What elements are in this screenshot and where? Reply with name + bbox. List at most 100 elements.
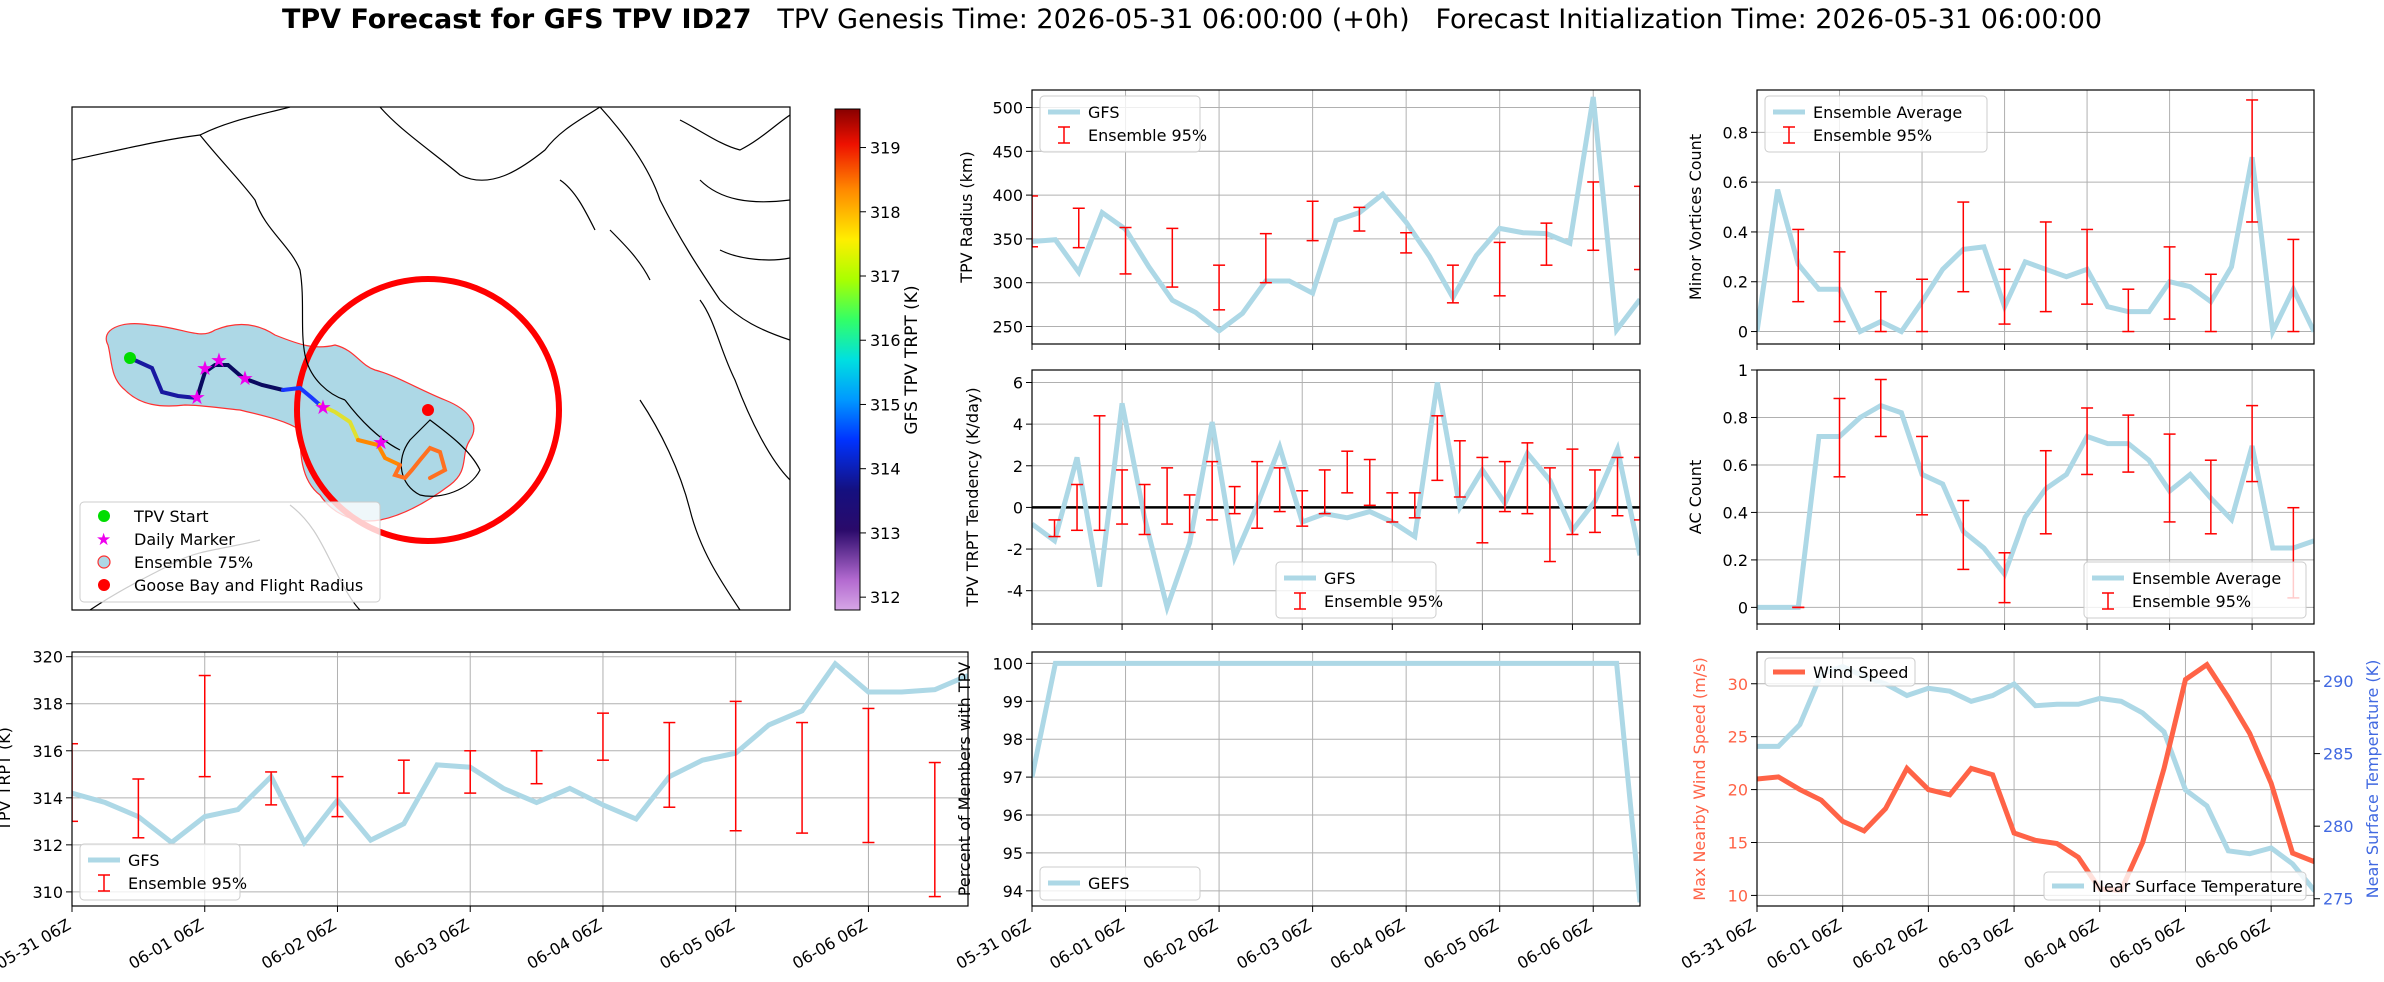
figure-title: TPV Forecast for GFS TPV ID27 TPV Genesi… (0, 4, 2384, 35)
axes-frame (1756, 89, 2315, 345)
error-bar (1048, 519, 1061, 538)
error-bar (1166, 227, 1179, 288)
x-tick-label: 05-31 06Z (1678, 915, 1759, 973)
colorbar-tick-label: 313 (870, 524, 901, 543)
y-tick-label: 318 (32, 695, 63, 714)
x-tick-label: 06-03 06Z (1935, 915, 2016, 973)
y-tick-label: 95 (1003, 844, 1023, 863)
error-bar (530, 750, 543, 785)
error-bar (2246, 99, 2259, 223)
error-bar (596, 712, 609, 761)
error-bar (2204, 273, 2217, 333)
axes-frame (1031, 89, 1641, 345)
error-bar (1213, 264, 1226, 311)
y-tick-label: 316 (32, 742, 63, 761)
error-bar (1493, 241, 1506, 297)
y-tick-label: 314 (32, 789, 63, 808)
x-tick-label: 06-04 06Z (2020, 915, 2101, 973)
error-bar (198, 674, 211, 778)
legend-label: Ensemble 95% (1088, 126, 1207, 145)
map-panel: ★ ★ ★ ★ ★ ★ TPV Start ★ Daily Marker Ens… (71, 106, 922, 611)
y-tick-label: 350 (992, 230, 1023, 249)
plot-content (1032, 382, 1640, 617)
error-bar (2122, 414, 2135, 473)
y-tick-label: 2 (1013, 457, 1023, 476)
legend-label: GFS (1324, 569, 1355, 588)
colorbar-tick-label: 315 (870, 395, 901, 414)
legend-start-label: TPV Start (133, 507, 209, 526)
error-bar (663, 721, 676, 808)
legend-label: Ensemble 95% (128, 874, 247, 893)
legend-box (2043, 871, 2307, 901)
y-tick-label: 500 (992, 99, 1023, 118)
daily-marker: ★ (196, 356, 214, 380)
error-bar (2163, 246, 2176, 320)
error-bar (2163, 433, 2176, 523)
legend-label: Ensemble Average (2132, 569, 2281, 588)
error-bar (729, 700, 742, 832)
error-bar (1587, 181, 1600, 252)
legend: GFS Ensemble 95% (1275, 561, 1443, 619)
legend-ensemble-icon (97, 555, 111, 569)
daily-marker: ★ (372, 430, 390, 454)
panel-radius: 250 300 350 400 450 500 GFS Ensemble 95% TPV Rad… (957, 89, 1641, 350)
error-bar (1431, 415, 1444, 482)
error-bar (1611, 456, 1624, 517)
colorbar-tick-label: 312 (870, 588, 901, 607)
colorbar-label: GFS TPV TRPT (K) (902, 285, 922, 434)
x-tick-label: 06-05 06Z (656, 915, 737, 973)
y-tick-label: 0.4 (1723, 223, 1748, 242)
error-bar (1634, 185, 1640, 271)
error-bar (2039, 221, 2052, 313)
error-bar (1386, 492, 1399, 523)
series-line (1032, 382, 1640, 617)
y-tick-label: 0 (1013, 498, 1023, 517)
y-tick-label: 15 (1728, 834, 1748, 853)
error-bar (1634, 456, 1640, 521)
error-bar (1228, 485, 1241, 515)
ensemble-75-swath (105, 323, 475, 522)
x-tick-label: 05-31 06Z (0, 915, 74, 973)
error-bar (1161, 467, 1174, 525)
y-tick-label: 94 (1003, 882, 1023, 901)
y-tick-label: 0.6 (1723, 456, 1748, 475)
y-tick-label: 0.8 (1723, 123, 1748, 142)
y-tick-label: 98 (1003, 730, 1023, 749)
y-axis-label: Percent of Members with TPV (955, 662, 974, 896)
axes-frame (1756, 369, 2315, 625)
map-legend: TPV Start ★ Daily Marker Ensemble 75% Go… (79, 501, 381, 603)
error-bar (2039, 449, 2052, 535)
legend-temperature: Near Surface Temperature (2043, 871, 2307, 901)
legend-daily-icon: ★ (96, 530, 111, 550)
error-bar (1341, 450, 1354, 494)
error-bar (1363, 458, 1376, 507)
error-bar (1306, 200, 1319, 242)
x-tick-label: 06-06 06Z (789, 915, 870, 973)
y-axis-label: AC Count (1686, 460, 1705, 534)
error-bar (1833, 397, 1846, 478)
error-bar (1998, 268, 2011, 325)
error-bar (796, 721, 809, 834)
error-bar (1588, 469, 1601, 534)
y-tick-label: 0.2 (1723, 273, 1748, 292)
error-bar (862, 707, 875, 844)
colorbar-tick-label: 317 (870, 267, 901, 286)
legend-box (1764, 95, 1988, 153)
title-genesis: TPV Genesis Time: 2026-05-31 06:00:00 (+… (777, 4, 1410, 35)
x-tick-label: 06-01 06Z (125, 915, 206, 973)
error-bar (1874, 378, 1887, 438)
y-tick-label: -4 (1007, 582, 1023, 601)
y-tick-label: 400 (992, 186, 1023, 205)
legend-label: Ensemble 95% (2132, 592, 2251, 611)
y-tick-label: 310 (32, 883, 63, 902)
error-bar (1998, 552, 2011, 604)
y-tick-label: 250 (992, 317, 1023, 336)
colorbar-tick-label: 318 (870, 203, 901, 222)
error-bar (72, 742, 78, 823)
axes-frame (1756, 651, 2315, 907)
legend: GEFS (1039, 866, 1201, 901)
legend-box (1764, 657, 1916, 687)
daily-marker: ★ (314, 395, 332, 419)
error-bar (1916, 278, 1929, 333)
panel-minor: 0 0.2 0.4 0.6 0.8 Ensemble Average Ensemble 95… (1686, 89, 2315, 350)
